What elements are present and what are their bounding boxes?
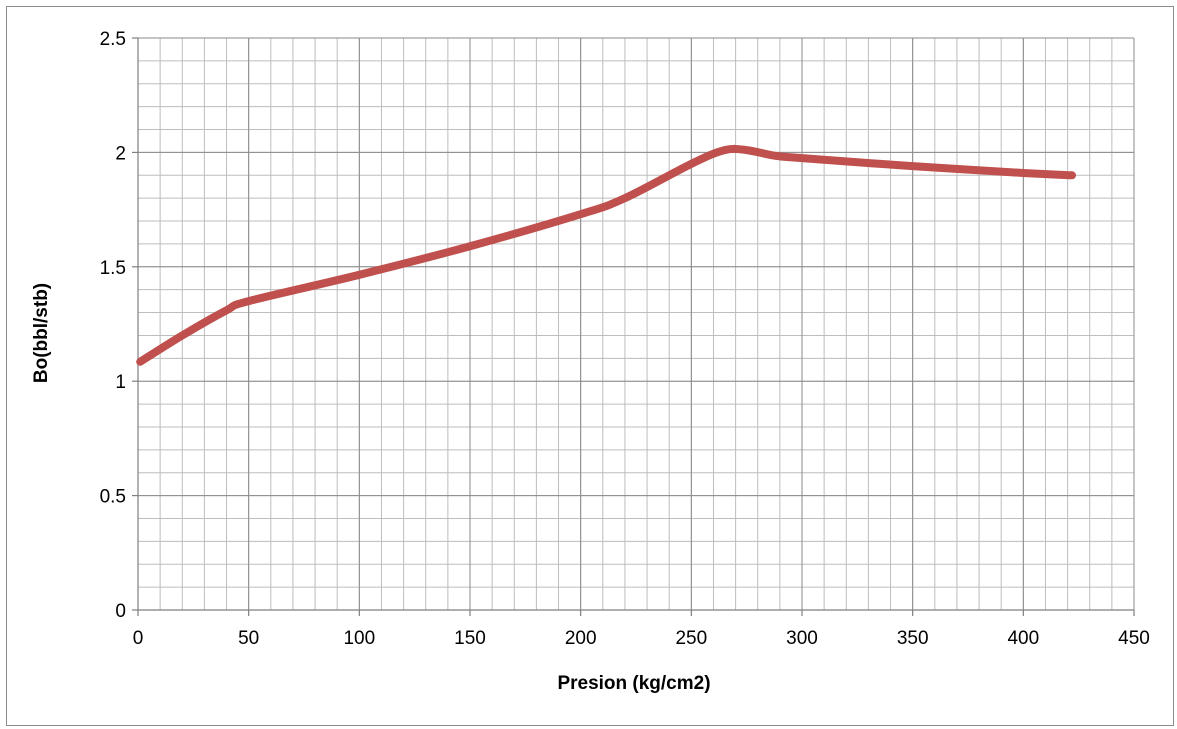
y-tick-label: 2 bbox=[115, 143, 126, 164]
x-tick-label: 200 bbox=[565, 628, 597, 649]
y-tick-label: 0.5 bbox=[100, 487, 126, 508]
series-line bbox=[136, 144, 1077, 366]
x-tick-label: 150 bbox=[454, 628, 486, 649]
line-chart: 0 50 100 150 200 250 300 350 400 450 0 0.5 1 1.5 2 2.5… bbox=[31, 29, 1150, 694]
axes bbox=[132, 37, 1135, 616]
x-tick-label: 250 bbox=[675, 628, 707, 649]
x-tick-label: 300 bbox=[786, 628, 818, 649]
x-tick-label: 100 bbox=[343, 628, 375, 649]
major-gridlines bbox=[137, 37, 1135, 611]
x-tick-label: 350 bbox=[897, 628, 929, 649]
y-axis-title: Bo(bbl/stb) bbox=[31, 283, 52, 383]
y-tick-label: 2.5 bbox=[100, 29, 126, 50]
y-tick-labels: 0 0.5 1 1.5 2 2.5 bbox=[100, 29, 126, 622]
x-axis-title: Presion (kg/cm2) bbox=[557, 673, 710, 694]
series-layer bbox=[136, 144, 1077, 366]
minor-gridlines bbox=[137, 37, 1135, 611]
x-tick-label: 50 bbox=[238, 628, 259, 649]
y-tick-label: 0 bbox=[115, 601, 126, 622]
x-tick-labels: 0 50 100 150 200 250 300 350 400 450 bbox=[133, 628, 1150, 649]
x-tick-label: 0 bbox=[133, 628, 144, 649]
y-tick-label: 1.5 bbox=[100, 258, 126, 279]
x-tick-label: 400 bbox=[1007, 628, 1039, 649]
x-tick-label: 450 bbox=[1118, 628, 1150, 649]
chart-frame: 0 50 100 150 200 250 300 350 400 450 0 0.5 1 1.5 2 2.5… bbox=[6, 6, 1174, 726]
y-tick-label: 1 bbox=[115, 372, 126, 393]
